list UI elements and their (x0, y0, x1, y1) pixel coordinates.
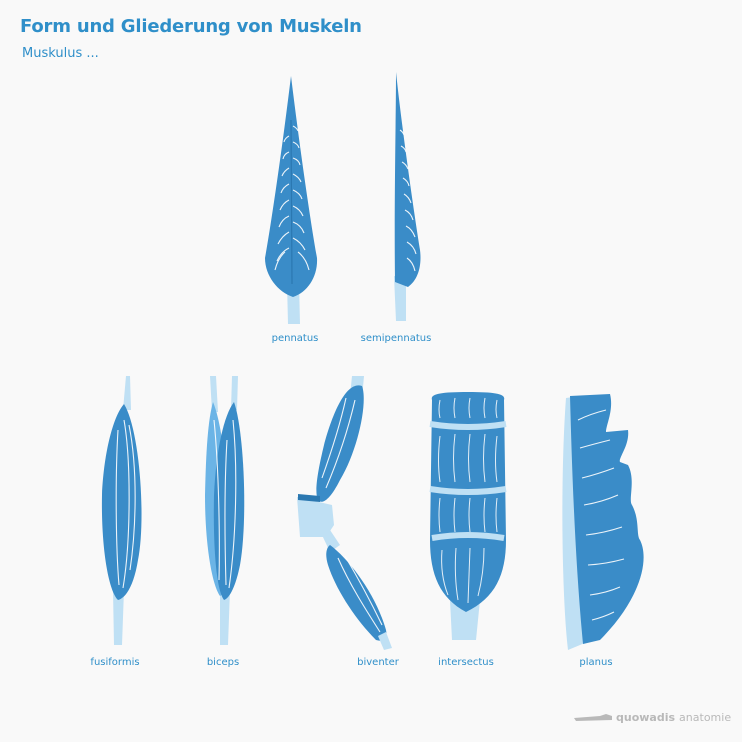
label-semipennatus: semipennatus (360, 333, 432, 344)
muscle-semipennatus (394, 72, 421, 321)
muscle-planus (562, 394, 644, 650)
page-title: Form und Gliederung von Muskeln (20, 16, 362, 37)
label-biceps: biceps (206, 657, 240, 668)
page-subtitle: Muskulus ... (22, 46, 99, 61)
brand-name-strong: quowadis (616, 711, 676, 724)
muscle-intersectus (429, 392, 507, 640)
muscle-biventer (297, 376, 392, 650)
scalpel-icon (574, 714, 612, 721)
muscle-pennatus (265, 76, 318, 324)
brand-logo: quowadis anatomie (572, 711, 731, 724)
label-biventer: biventer (357, 657, 399, 668)
label-intersectus: intersectus (438, 657, 494, 668)
muscle-biceps (205, 376, 245, 645)
brand-name-light: anatomie (679, 711, 732, 724)
label-pennatus: pennatus (271, 333, 319, 344)
label-fusiformis: fusiformis (90, 657, 140, 668)
muscle-fusiformis (101, 376, 142, 645)
label-planus: planus (579, 657, 613, 668)
